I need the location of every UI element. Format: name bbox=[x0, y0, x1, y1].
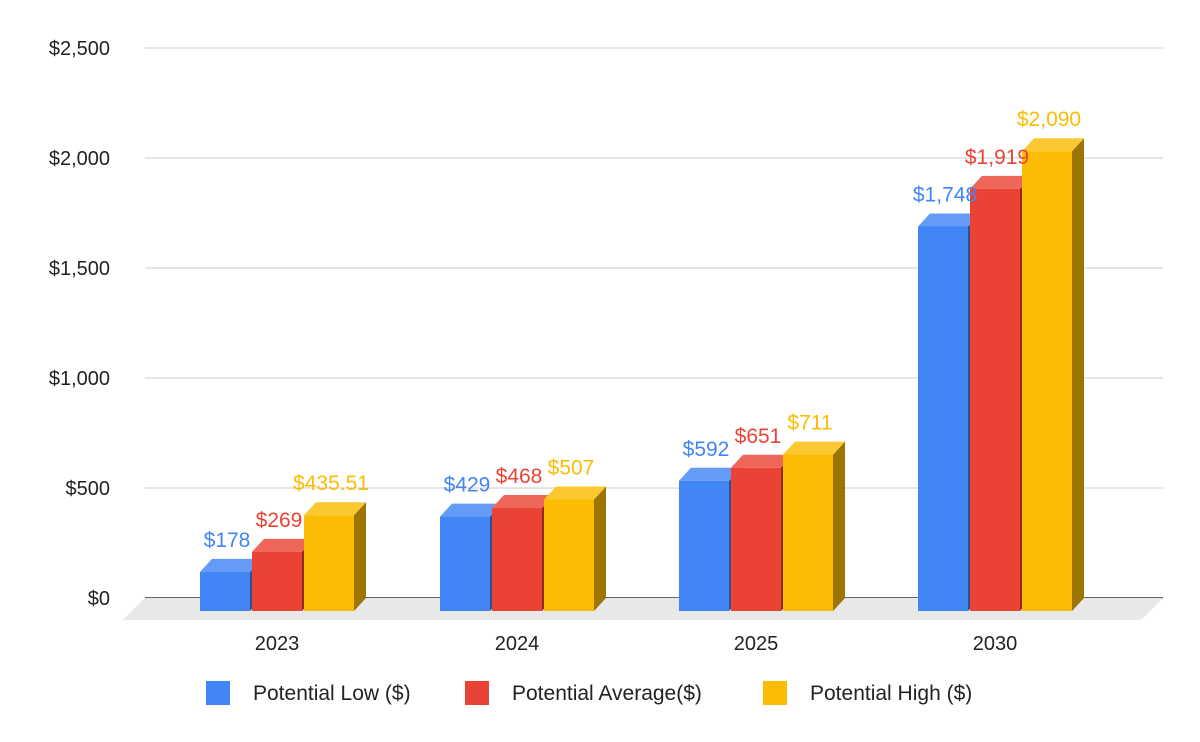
bars bbox=[200, 138, 1084, 611]
bar bbox=[731, 467, 781, 611]
y-tick-label: $2,500 bbox=[49, 38, 110, 60]
legend-label: Potential Low ($) bbox=[253, 682, 411, 705]
bar-top bbox=[304, 502, 366, 516]
legend-swatch bbox=[206, 681, 230, 705]
bar bbox=[252, 551, 302, 611]
legend-label: Potential Average($) bbox=[512, 682, 702, 705]
bar bbox=[304, 515, 354, 611]
bar-top bbox=[970, 175, 1032, 189]
chart-floor bbox=[123, 598, 1163, 620]
bar-side bbox=[1072, 138, 1084, 611]
bar-top bbox=[918, 213, 980, 227]
bar-top bbox=[731, 454, 793, 468]
bar bbox=[970, 188, 1020, 611]
bar-side bbox=[354, 502, 366, 611]
bar bbox=[544, 499, 594, 611]
bar bbox=[679, 480, 729, 611]
bar bbox=[200, 571, 250, 611]
y-tick-label: $2,000 bbox=[49, 148, 110, 170]
data-label: $592 bbox=[683, 438, 730, 461]
floor-plane bbox=[123, 598, 1163, 620]
y-axis: $0 $500 $1,000 $1,500 $2,000 $2,500 bbox=[49, 38, 110, 610]
bar-side bbox=[594, 486, 606, 611]
bar-top bbox=[200, 558, 262, 572]
data-label: $1,919 bbox=[965, 146, 1029, 169]
data-label: $651 bbox=[735, 425, 782, 448]
y-tick-label: $0 bbox=[88, 588, 110, 610]
bar-top bbox=[783, 441, 845, 455]
y-tick-label: $1,000 bbox=[49, 368, 110, 390]
x-axis: 2023 2024 2025 2030 bbox=[255, 633, 1018, 655]
legend-swatch bbox=[465, 681, 489, 705]
data-label: $429 bbox=[444, 474, 491, 497]
bar bbox=[783, 454, 833, 611]
data-label: $507 bbox=[548, 456, 595, 479]
data-label: $269 bbox=[256, 509, 303, 532]
data-label: $178 bbox=[204, 529, 251, 552]
bar-top bbox=[440, 503, 502, 517]
x-tick-label: 2030 bbox=[973, 633, 1018, 655]
data-label: $468 bbox=[496, 465, 543, 488]
bar-top bbox=[679, 467, 741, 481]
bar-top bbox=[492, 495, 554, 509]
legend-swatch bbox=[763, 681, 787, 705]
bar bbox=[918, 226, 968, 611]
bar-top bbox=[252, 538, 314, 552]
x-tick-label: 2025 bbox=[734, 633, 779, 655]
legend: Potential Low ($) Potential Average($) Pot… bbox=[206, 681, 972, 705]
y-tick-label: $1,500 bbox=[49, 258, 110, 280]
data-label: $711 bbox=[787, 412, 832, 435]
bar bbox=[440, 516, 490, 611]
bar bbox=[492, 508, 542, 611]
x-tick-label: 2024 bbox=[495, 633, 540, 655]
data-labels: $178$269 $435.51 $429 $468 $507 $592$651$711 $… bbox=[204, 108, 1081, 552]
data-label: $435.51 bbox=[293, 472, 369, 495]
data-label: $2,090 bbox=[1017, 108, 1081, 131]
data-label: $1,748 bbox=[913, 183, 977, 206]
x-tick-label: 2023 bbox=[255, 633, 300, 655]
bar bbox=[1022, 151, 1072, 611]
bar-top bbox=[544, 486, 606, 500]
bar-top bbox=[1022, 138, 1084, 152]
bar-side bbox=[833, 441, 845, 611]
y-tick-label: $500 bbox=[66, 478, 111, 500]
legend-label: Potential High ($) bbox=[810, 682, 972, 705]
